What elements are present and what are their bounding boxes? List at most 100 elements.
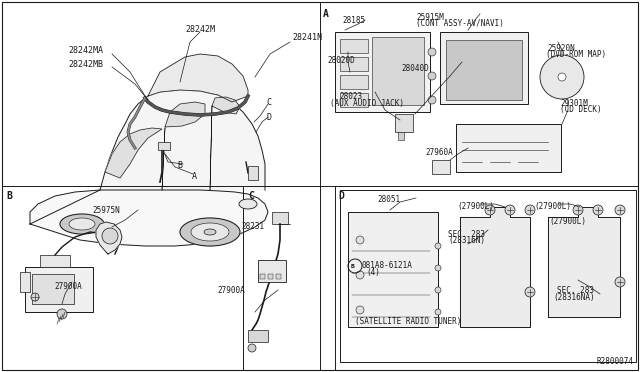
Bar [340, 39, 368, 53]
Text: D: D [338, 191, 344, 201]
Bar [248, 330, 268, 342]
Text: 28242MB: 28242MB [68, 60, 103, 68]
Text: (28316N): (28316N) [448, 236, 485, 245]
Circle shape [525, 287, 535, 297]
Text: 081A8-6121A: 081A8-6121A [362, 262, 412, 270]
Text: C: C [266, 97, 271, 106]
Text: 28185: 28185 [342, 16, 365, 25]
Text: 28241N: 28241N [292, 32, 322, 42]
Ellipse shape [239, 199, 257, 209]
Polygon shape [148, 54, 248, 102]
Circle shape [435, 265, 441, 271]
Text: 25915M: 25915M [416, 13, 444, 22]
Circle shape [428, 72, 436, 80]
Bar [456, 124, 561, 172]
Polygon shape [105, 128, 162, 178]
Bar [340, 75, 368, 89]
Text: (4): (4) [366, 268, 380, 277]
Circle shape [428, 48, 436, 56]
Text: 28023: 28023 [339, 92, 362, 101]
Text: (27900L): (27900L) [534, 202, 572, 211]
Bar [248, 166, 258, 180]
Text: (SATELLITE RADIO TUNER): (SATELLITE RADIO TUNER) [355, 317, 461, 326]
Bar [398, 132, 404, 140]
Polygon shape [212, 97, 240, 114]
Bar [276, 274, 281, 279]
Bar [335, 32, 430, 112]
Circle shape [356, 271, 364, 279]
Text: 28020D: 28020D [328, 56, 355, 65]
Text: 27960A: 27960A [426, 148, 453, 157]
Bar [40, 255, 70, 267]
Bar [432, 160, 450, 174]
Circle shape [525, 205, 535, 215]
Ellipse shape [191, 223, 229, 241]
Bar [395, 114, 413, 132]
Text: B: B [6, 191, 12, 201]
Bar [446, 40, 522, 100]
Bar [372, 37, 424, 105]
Text: 25920N: 25920N [547, 44, 575, 53]
Text: A: A [191, 171, 196, 180]
Bar [32, 274, 74, 304]
Bar [260, 274, 265, 279]
Circle shape [573, 205, 583, 215]
Text: C: C [248, 191, 254, 201]
Polygon shape [460, 207, 530, 327]
Circle shape [31, 293, 39, 301]
Circle shape [485, 205, 495, 215]
Polygon shape [96, 222, 122, 254]
Text: 29301M: 29301M [560, 99, 588, 108]
Polygon shape [100, 90, 265, 190]
Bar [348, 212, 438, 327]
Text: 27900A: 27900A [54, 282, 82, 291]
Text: 28242MA: 28242MA [68, 45, 103, 55]
Text: B: B [351, 263, 355, 269]
Bar [340, 57, 368, 71]
Bar [268, 274, 273, 279]
Text: SEC. 283: SEC. 283 [557, 286, 594, 295]
Text: 28040D: 28040D [402, 64, 429, 73]
Circle shape [558, 73, 566, 81]
Circle shape [356, 236, 364, 244]
Bar [440, 32, 528, 104]
Text: 25975N: 25975N [93, 206, 120, 215]
Bar [340, 93, 368, 107]
Polygon shape [165, 102, 205, 127]
Circle shape [435, 309, 441, 315]
Text: (AUX AUDIO JACK): (AUX AUDIO JACK) [330, 99, 404, 108]
Text: (28316NA): (28316NA) [554, 293, 595, 302]
Text: B: B [177, 160, 182, 170]
Text: 28231: 28231 [242, 222, 265, 231]
Ellipse shape [180, 218, 240, 246]
Circle shape [435, 243, 441, 249]
Bar [20, 272, 30, 292]
Circle shape [356, 306, 364, 314]
Circle shape [435, 287, 441, 293]
Text: 28242M: 28242M [185, 25, 215, 33]
Text: (27900L): (27900L) [458, 202, 495, 211]
Circle shape [540, 55, 584, 99]
Circle shape [428, 96, 436, 104]
Circle shape [615, 277, 625, 287]
Text: (27900L): (27900L) [549, 217, 586, 226]
Text: SEC. 283: SEC. 283 [448, 230, 485, 239]
Polygon shape [548, 207, 620, 317]
Circle shape [593, 205, 603, 215]
Bar [25, 267, 93, 312]
Circle shape [248, 344, 256, 352]
Circle shape [615, 205, 625, 215]
Bar [158, 142, 170, 150]
Polygon shape [30, 190, 268, 246]
Bar [258, 260, 286, 282]
Ellipse shape [60, 214, 104, 234]
Text: 28051: 28051 [378, 195, 401, 203]
Bar [340, 190, 636, 362]
Text: 27900A: 27900A [218, 286, 245, 295]
Bar [272, 212, 288, 224]
Text: (CONT ASSY-AV/NAVI): (CONT ASSY-AV/NAVI) [416, 19, 504, 28]
Text: A: A [323, 9, 329, 19]
Circle shape [102, 228, 118, 244]
Text: D: D [266, 112, 271, 122]
Text: R2800074: R2800074 [597, 357, 634, 366]
